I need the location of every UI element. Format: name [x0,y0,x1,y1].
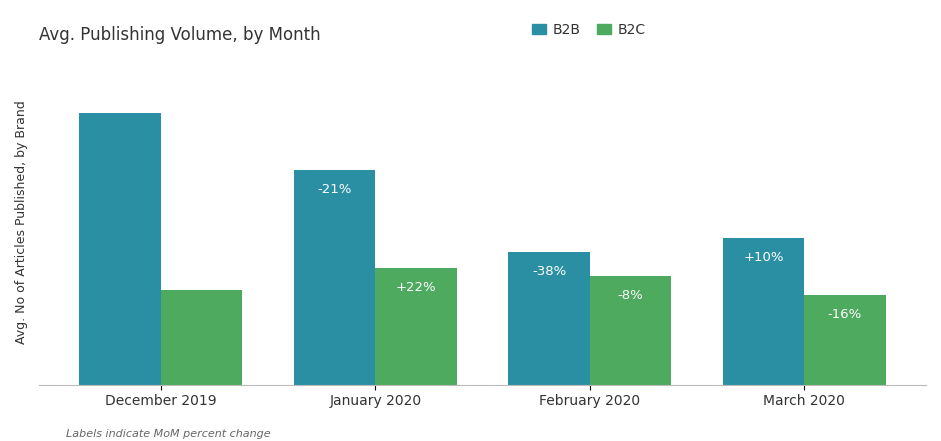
Bar [294,170,375,385]
Y-axis label: Avg. No of Articles Published, by Brand: Avg. No of Articles Published, by Brand [15,100,28,344]
Bar [508,252,590,385]
Text: Avg. Publishing Volume, by Month: Avg. Publishing Volume, by Month [40,26,321,44]
Text: -16%: -16% [828,308,862,321]
Text: -8%: -8% [617,289,644,302]
Bar [375,268,456,385]
Text: +22%: +22% [396,281,437,294]
Bar [723,238,805,385]
Bar [161,290,243,385]
Text: -38%: -38% [532,265,566,278]
Bar [79,113,161,385]
Bar [590,276,671,385]
Text: -21%: -21% [317,183,352,196]
Text: Labels indicate MoM percent change: Labels indicate MoM percent change [66,429,270,439]
Bar [805,295,885,385]
Text: +10%: +10% [743,251,784,264]
Legend: B2B, B2C: B2B, B2C [526,17,652,42]
